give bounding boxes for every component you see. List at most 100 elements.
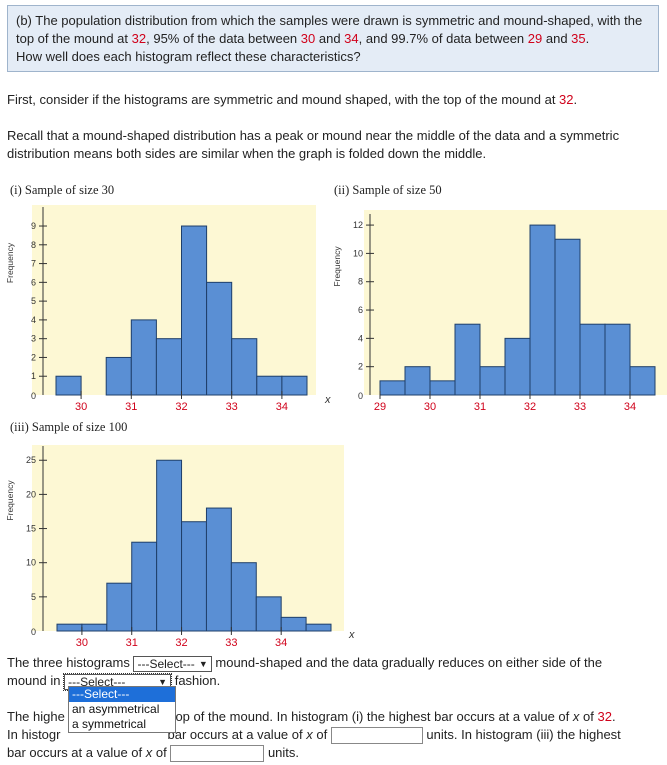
y-tick-label: 5 [31,592,36,602]
histogram-bar [155,338,182,396]
x-tick-label: 34 [276,401,288,413]
y-tick-label: 15 [26,524,36,534]
dropdown-option-symmetrical[interactable]: a symmetrical [72,717,147,731]
histogram-bar [156,459,183,632]
y-tick-label: 8 [358,277,363,287]
x-tick-label: 32 [175,637,187,649]
histogram-bar [554,238,581,396]
dropdown-option-asymmetrical[interactable]: an asymmetrical [72,702,160,716]
answer-input-iii[interactable] [170,745,265,763]
x-tick-label: 31 [125,401,137,413]
x-tick-label: 31 [474,401,486,413]
symmetry-select-2[interactable]: ---Select--- ▼ [63,672,173,691]
histogram-bar [280,616,307,632]
y-tick-label: 12 [353,220,363,230]
x-tick-label: 33 [574,401,586,413]
symmetry-dropdown-list: ---Select--- an asymmetrical a symmetric… [68,686,176,733]
histogram-bar [479,366,506,396]
histogram-bar [131,541,158,632]
answer-line-4: In histogr bar occurs at a value of x of … [7,726,657,745]
y-tick-label: 0 [31,627,36,637]
chevron-down-icon: ▼ [158,676,168,687]
histogram-bar [230,562,257,632]
histogram-bar [629,366,656,396]
histogram-bar [181,521,207,632]
y-tick-label: 7 [31,259,36,269]
y-tick-label: 25 [26,455,36,465]
histogram-bar [579,323,606,396]
y-tick-label: 8 [31,240,36,250]
answer-line-2: mound in ---Select--- ▼ fashion. [7,672,221,691]
chart-title-i: (i) Sample of size 30 [10,183,115,197]
intro-paragraph-1: First, consider if the histograms are sy… [7,92,578,107]
x-tick-label: 32 [524,401,536,413]
histogram-bar [281,375,308,396]
x-tick-label: 29 [374,401,386,413]
histogram-bar [404,366,431,396]
x-tick-label: 34 [624,401,636,413]
histogram-ii: 0 2 4 6 8 10 12 Frequency 29 30 31 32 33 34 [332,210,667,413]
histogram-bar [305,623,332,632]
y-axis-label: Frequency [332,246,342,287]
answer-line-3: The highe top of the mound. In histogram … [7,709,616,724]
y-tick-label: 0 [31,391,36,401]
histogram-bar [181,225,208,396]
x-tick-label: 31 [126,637,138,649]
histogram-bar [205,507,232,632]
question-box: (b) The population distribution from whi… [7,5,659,72]
answer-input-ii[interactable] [330,727,423,745]
histogram-bar [379,380,406,396]
histogram-bar [56,623,83,632]
histogram-bar [55,375,82,396]
histogram-iii: 0 5 10 15 20 25 Frequency 30 31 32 33 34 x [5,445,355,649]
y-tick-label: 10 [353,248,363,258]
x-tick-label: 32 [175,401,187,413]
chevron-down-icon: ▼ [198,658,208,669]
y-tick-label: 4 [358,333,363,343]
x-tick-label: 33 [225,637,237,649]
y-tick-label: 20 [26,489,36,499]
chart-title-iii: (iii) Sample of size 100 [10,420,128,434]
x-axis-label: x [348,629,355,641]
y-tick-label: 6 [31,277,36,287]
histogram-bar [529,224,556,396]
y-tick-label: 2 [31,352,36,362]
y-tick-label: 0 [358,391,363,401]
y-tick-label: 1 [31,371,36,381]
histogram-bar [81,623,108,632]
x-tick-label: 30 [424,401,436,413]
answer-line-5: bar occurs at a value of x of units. [7,744,657,763]
histogram-bar [604,323,631,396]
question-part: (b) [16,13,32,28]
x-tick-label: 33 [226,401,238,413]
histogram-bar [504,337,531,396]
dropdown-option-select[interactable]: ---Select--- [69,687,175,702]
histogram-bar [105,356,132,396]
y-axis-label: Frequency [5,480,15,521]
histogram-bar [454,323,481,396]
symmetry-select-1[interactable]: ---Select--- ▼ [133,655,212,672]
histogram-bar [206,281,233,396]
x-axis-label: x [324,394,331,406]
y-tick-label: 2 [358,362,363,372]
question-prompt: How well does each histogram reflect the… [16,49,361,64]
histogram-bar [255,596,282,632]
intro-paragraph-2: Recall that a mound-shaped distribution … [7,128,620,161]
y-tick-label: 4 [31,315,36,325]
x-tick-label: 30 [75,401,87,413]
x-tick-label: 30 [76,637,88,649]
histogram-bar [106,582,133,632]
y-tick-label: 10 [26,558,36,568]
histogram-bar [231,338,258,396]
histogram-bar [130,319,157,396]
x-tick-label: 34 [275,637,287,649]
answer-line-1: The three histograms ---Select--- ▼ mound… [7,655,603,672]
y-tick-label: 9 [31,221,36,231]
y-tick-label: 3 [31,334,36,344]
y-tick-label: 5 [31,296,36,306]
y-axis-label: Frequency [5,242,15,283]
histogram-bar [429,380,456,396]
histogram-bar [256,375,283,396]
y-tick-label: 6 [358,305,363,315]
